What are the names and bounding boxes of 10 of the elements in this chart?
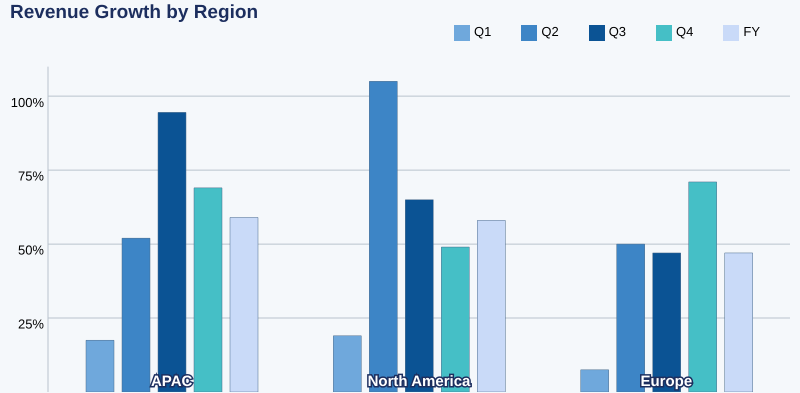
legend-label: Q3 [608,24,626,39]
legend-label: Q4 [676,24,694,39]
y-tick-label: 100% [10,94,44,110]
y-tick-label: 25% [18,316,44,332]
legend-label: FY [743,24,760,39]
legend-label: Q2 [541,24,559,39]
chart-title: Revenue Growth by Region [10,2,258,24]
y-tick-label: 75% [18,168,44,184]
y-tick-label: 50% [18,242,44,258]
legend-label: Q1 [474,24,492,39]
